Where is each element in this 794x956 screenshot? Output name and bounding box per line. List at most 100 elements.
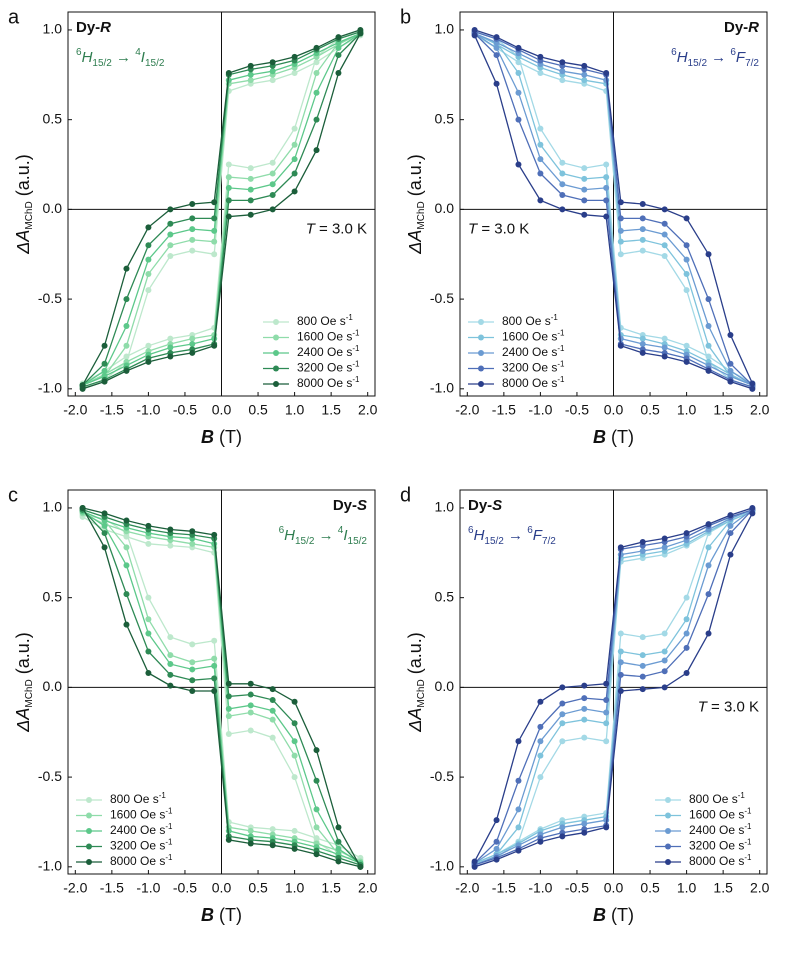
data-point [581, 186, 588, 193]
data-point [537, 698, 544, 705]
data-point [661, 253, 668, 260]
data-point [537, 156, 544, 163]
text-part: 1600 Oe s [110, 808, 165, 822]
data-point [493, 34, 500, 41]
data-point [639, 539, 646, 546]
data-point [145, 540, 152, 547]
data-point [705, 630, 712, 637]
data-point [313, 851, 320, 858]
legend-marker [273, 365, 279, 372]
data-point [145, 594, 152, 601]
data-point [661, 220, 668, 227]
data-point [559, 738, 566, 745]
text-part: 6 [671, 47, 677, 58]
data-point [313, 70, 320, 77]
text-part: MChD [416, 679, 427, 707]
data-point [661, 630, 668, 637]
x-tick-label: 1.0 [285, 880, 305, 896]
text-part: F [736, 49, 746, 66]
data-point [247, 62, 254, 69]
data-point [167, 206, 174, 213]
data-point [269, 707, 276, 714]
data-point [537, 141, 544, 148]
data-point [639, 652, 646, 659]
y-tick-label: -1.0 [38, 380, 62, 396]
data-point [515, 89, 522, 96]
data-point [101, 510, 108, 517]
data-point [291, 774, 298, 781]
data-point [537, 838, 544, 845]
legend-marker [478, 350, 484, 356]
data-point [661, 535, 668, 542]
data-point [581, 62, 588, 69]
data-point [661, 544, 668, 551]
data-point [225, 705, 232, 712]
text-part: -1 [744, 822, 752, 831]
data-point [145, 616, 152, 623]
data-point [617, 227, 624, 234]
x-tick-label: -1.0 [136, 880, 160, 896]
text-part: 3200 Oe s [110, 839, 165, 853]
data-point [515, 806, 522, 813]
y-tick-label: 1.0 [435, 21, 455, 37]
data-point [189, 641, 196, 648]
data-point [639, 349, 646, 356]
data-point [471, 863, 478, 870]
text-part: 6 [468, 525, 474, 536]
data-point [661, 668, 668, 675]
data-point [559, 711, 566, 718]
data-point [559, 68, 566, 75]
data-point [145, 242, 152, 249]
data-point [683, 256, 690, 263]
data-point [581, 77, 588, 84]
data-point [749, 504, 756, 511]
data-point [581, 695, 588, 702]
text-part: Dy- [724, 19, 748, 36]
data-point [493, 838, 500, 845]
text-part: Dy- [333, 497, 357, 514]
data-point [617, 648, 624, 655]
text-part: -1 [551, 313, 559, 322]
data-point [559, 192, 566, 199]
legend-label: 1600 Oe s-1 [297, 328, 360, 344]
data-point [101, 544, 108, 551]
data-point [313, 59, 320, 66]
data-point [581, 716, 588, 723]
panel-title: Dy-R [76, 19, 111, 36]
data-point [705, 591, 712, 598]
legend-label: 8000 Oe s-1 [297, 375, 360, 391]
data-point [291, 170, 298, 177]
panel-title: Dy-R [724, 19, 759, 36]
data-point [603, 680, 610, 687]
legend-label: 1600 Oe s-1 [110, 806, 173, 822]
legend-label: 8000 Oe s-1 [110, 853, 173, 869]
temperature-label: T = 3.0 K [698, 698, 759, 715]
x-tick-label: -1.0 [528, 880, 552, 896]
data-point [471, 32, 478, 39]
legend-label: 1600 Oe s-1 [502, 328, 565, 344]
legend-label: 3200 Oe s-1 [297, 359, 360, 375]
transition-label: 6H15/2 → 6F7/2 [468, 525, 556, 547]
text-part: -1 [165, 806, 173, 815]
legend-marker [665, 812, 671, 819]
legend-marker [273, 319, 279, 325]
data-point [145, 342, 152, 349]
data-point [211, 215, 218, 222]
data-point [225, 731, 232, 738]
transition-label: 6H15/2 → 4I15/2 [279, 525, 368, 547]
legend-marker [86, 797, 92, 803]
data-point [335, 838, 342, 845]
data-point [661, 344, 668, 351]
data-point [639, 662, 646, 669]
text-part: 1600 Oe s [689, 808, 744, 822]
data-point [269, 68, 276, 75]
text-part: -1 [557, 344, 565, 353]
legend-label: 2400 Oe s-1 [110, 822, 173, 838]
data-point [683, 287, 690, 294]
text-part: B [593, 427, 606, 447]
data-point [247, 691, 254, 698]
text-part: ΔA [405, 230, 425, 255]
data-point [617, 215, 624, 222]
y-tick-label: 0.5 [435, 110, 455, 126]
data-point [559, 720, 566, 727]
